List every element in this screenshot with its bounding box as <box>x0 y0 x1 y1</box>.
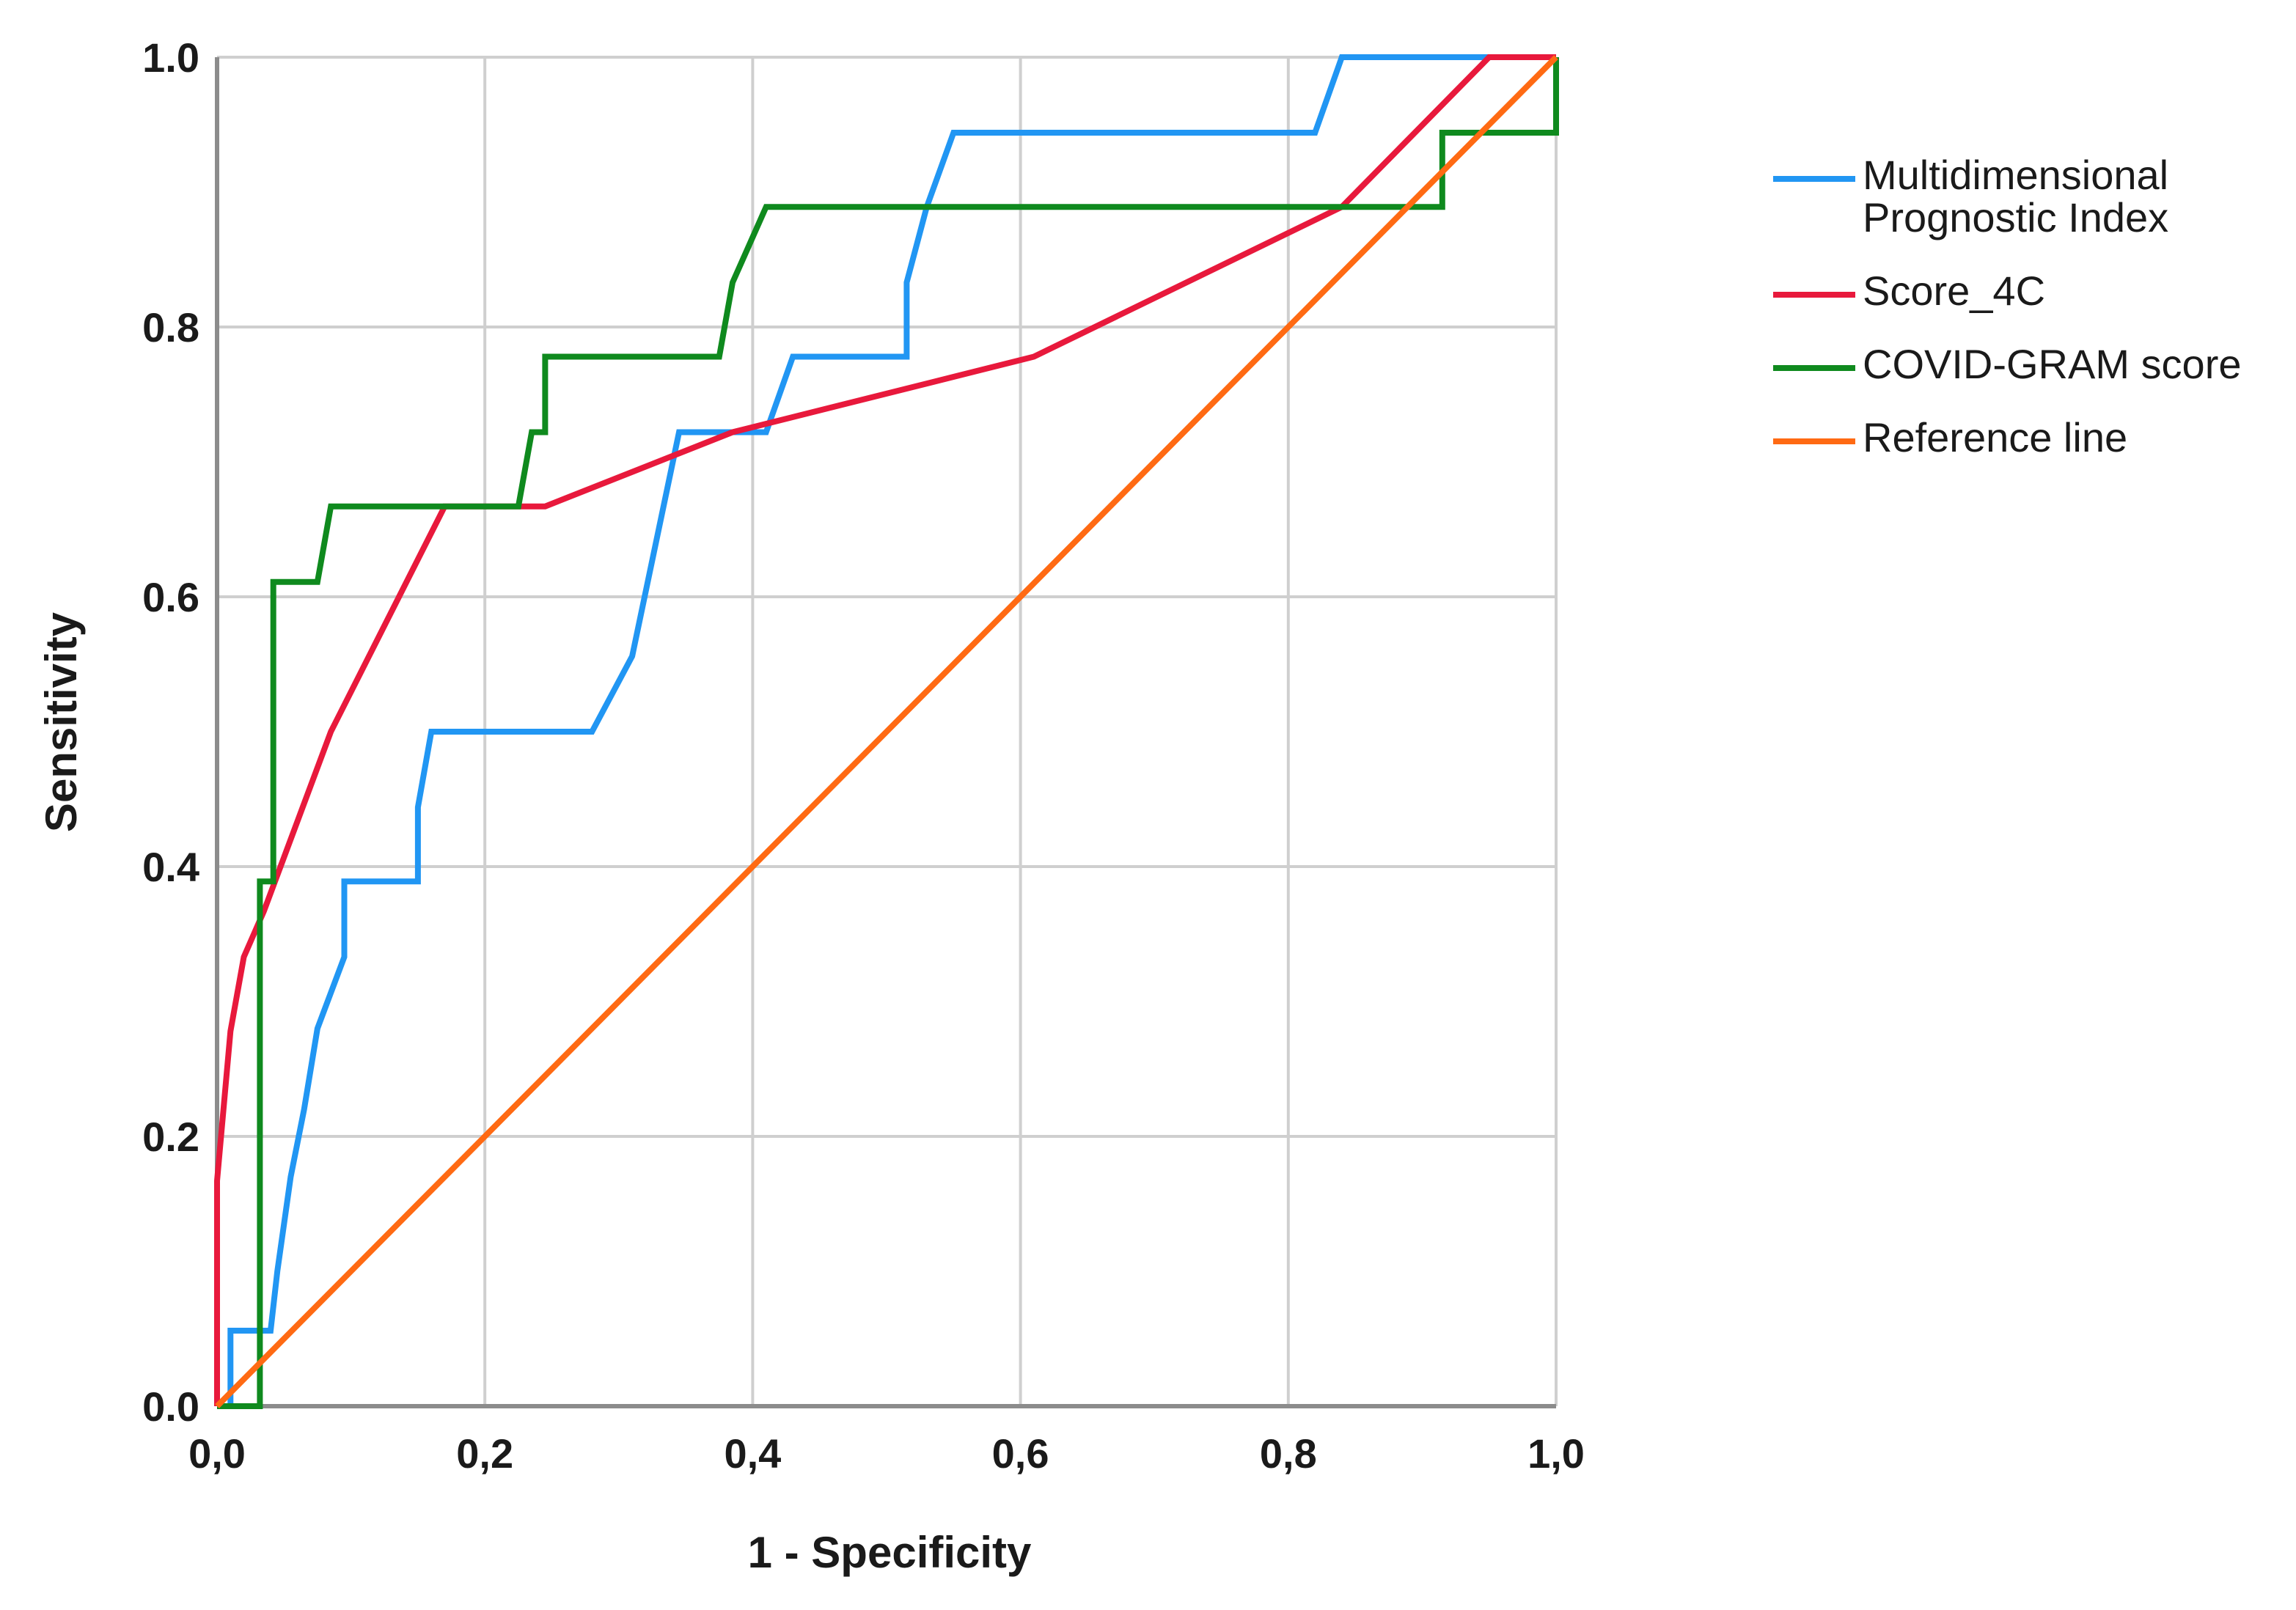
y-tick-label: 0.0 <box>142 1383 199 1430</box>
x-tick-label: 0,0 <box>188 1430 246 1477</box>
x-tick-label: 1,0 <box>1527 1430 1585 1477</box>
legend-label: Prognostic Index <box>1863 194 2168 240</box>
series-line-3 <box>217 57 1559 1409</box>
y-tick-label: 1.0 <box>142 34 199 81</box>
y-axis-title: Sensitivity <box>37 611 86 832</box>
y-tick-label: 0.2 <box>142 1114 199 1160</box>
ticks-layer: 0,0 0,2 0,4 0,6 0,8 1,0 0.0 0.2 0.4 0.6 0.8 1.0 <box>142 34 1585 1477</box>
legend-label: COVID-GRAM score <box>1863 341 2242 387</box>
x-tick-label: 0,8 <box>1260 1430 1317 1477</box>
legend-label: Multidimensional <box>1863 152 2168 198</box>
y-tick-label: 0.8 <box>142 304 199 350</box>
series-line-4 <box>215 55 1558 1408</box>
legend-item-3: COVID-GRAM score <box>1773 341 2242 387</box>
grid-layer <box>217 56 1558 1406</box>
legend-label: Reference line <box>1863 414 2127 460</box>
x-tick-label: 0,2 <box>456 1430 513 1477</box>
y-tick-label: 0.4 <box>142 844 199 890</box>
x-axis-title: 1 - Specificity <box>748 1528 1032 1577</box>
legend-item-2: Score_4C <box>1773 268 2045 314</box>
legend-label: Score_4C <box>1863 268 2045 314</box>
x-tick-label: 0,6 <box>992 1430 1049 1477</box>
legend-item-4: Reference line <box>1773 414 2127 460</box>
x-tick-label: 0,4 <box>724 1430 781 1477</box>
y-tick-label: 0.6 <box>142 574 199 620</box>
series-layer <box>214 54 1559 1409</box>
